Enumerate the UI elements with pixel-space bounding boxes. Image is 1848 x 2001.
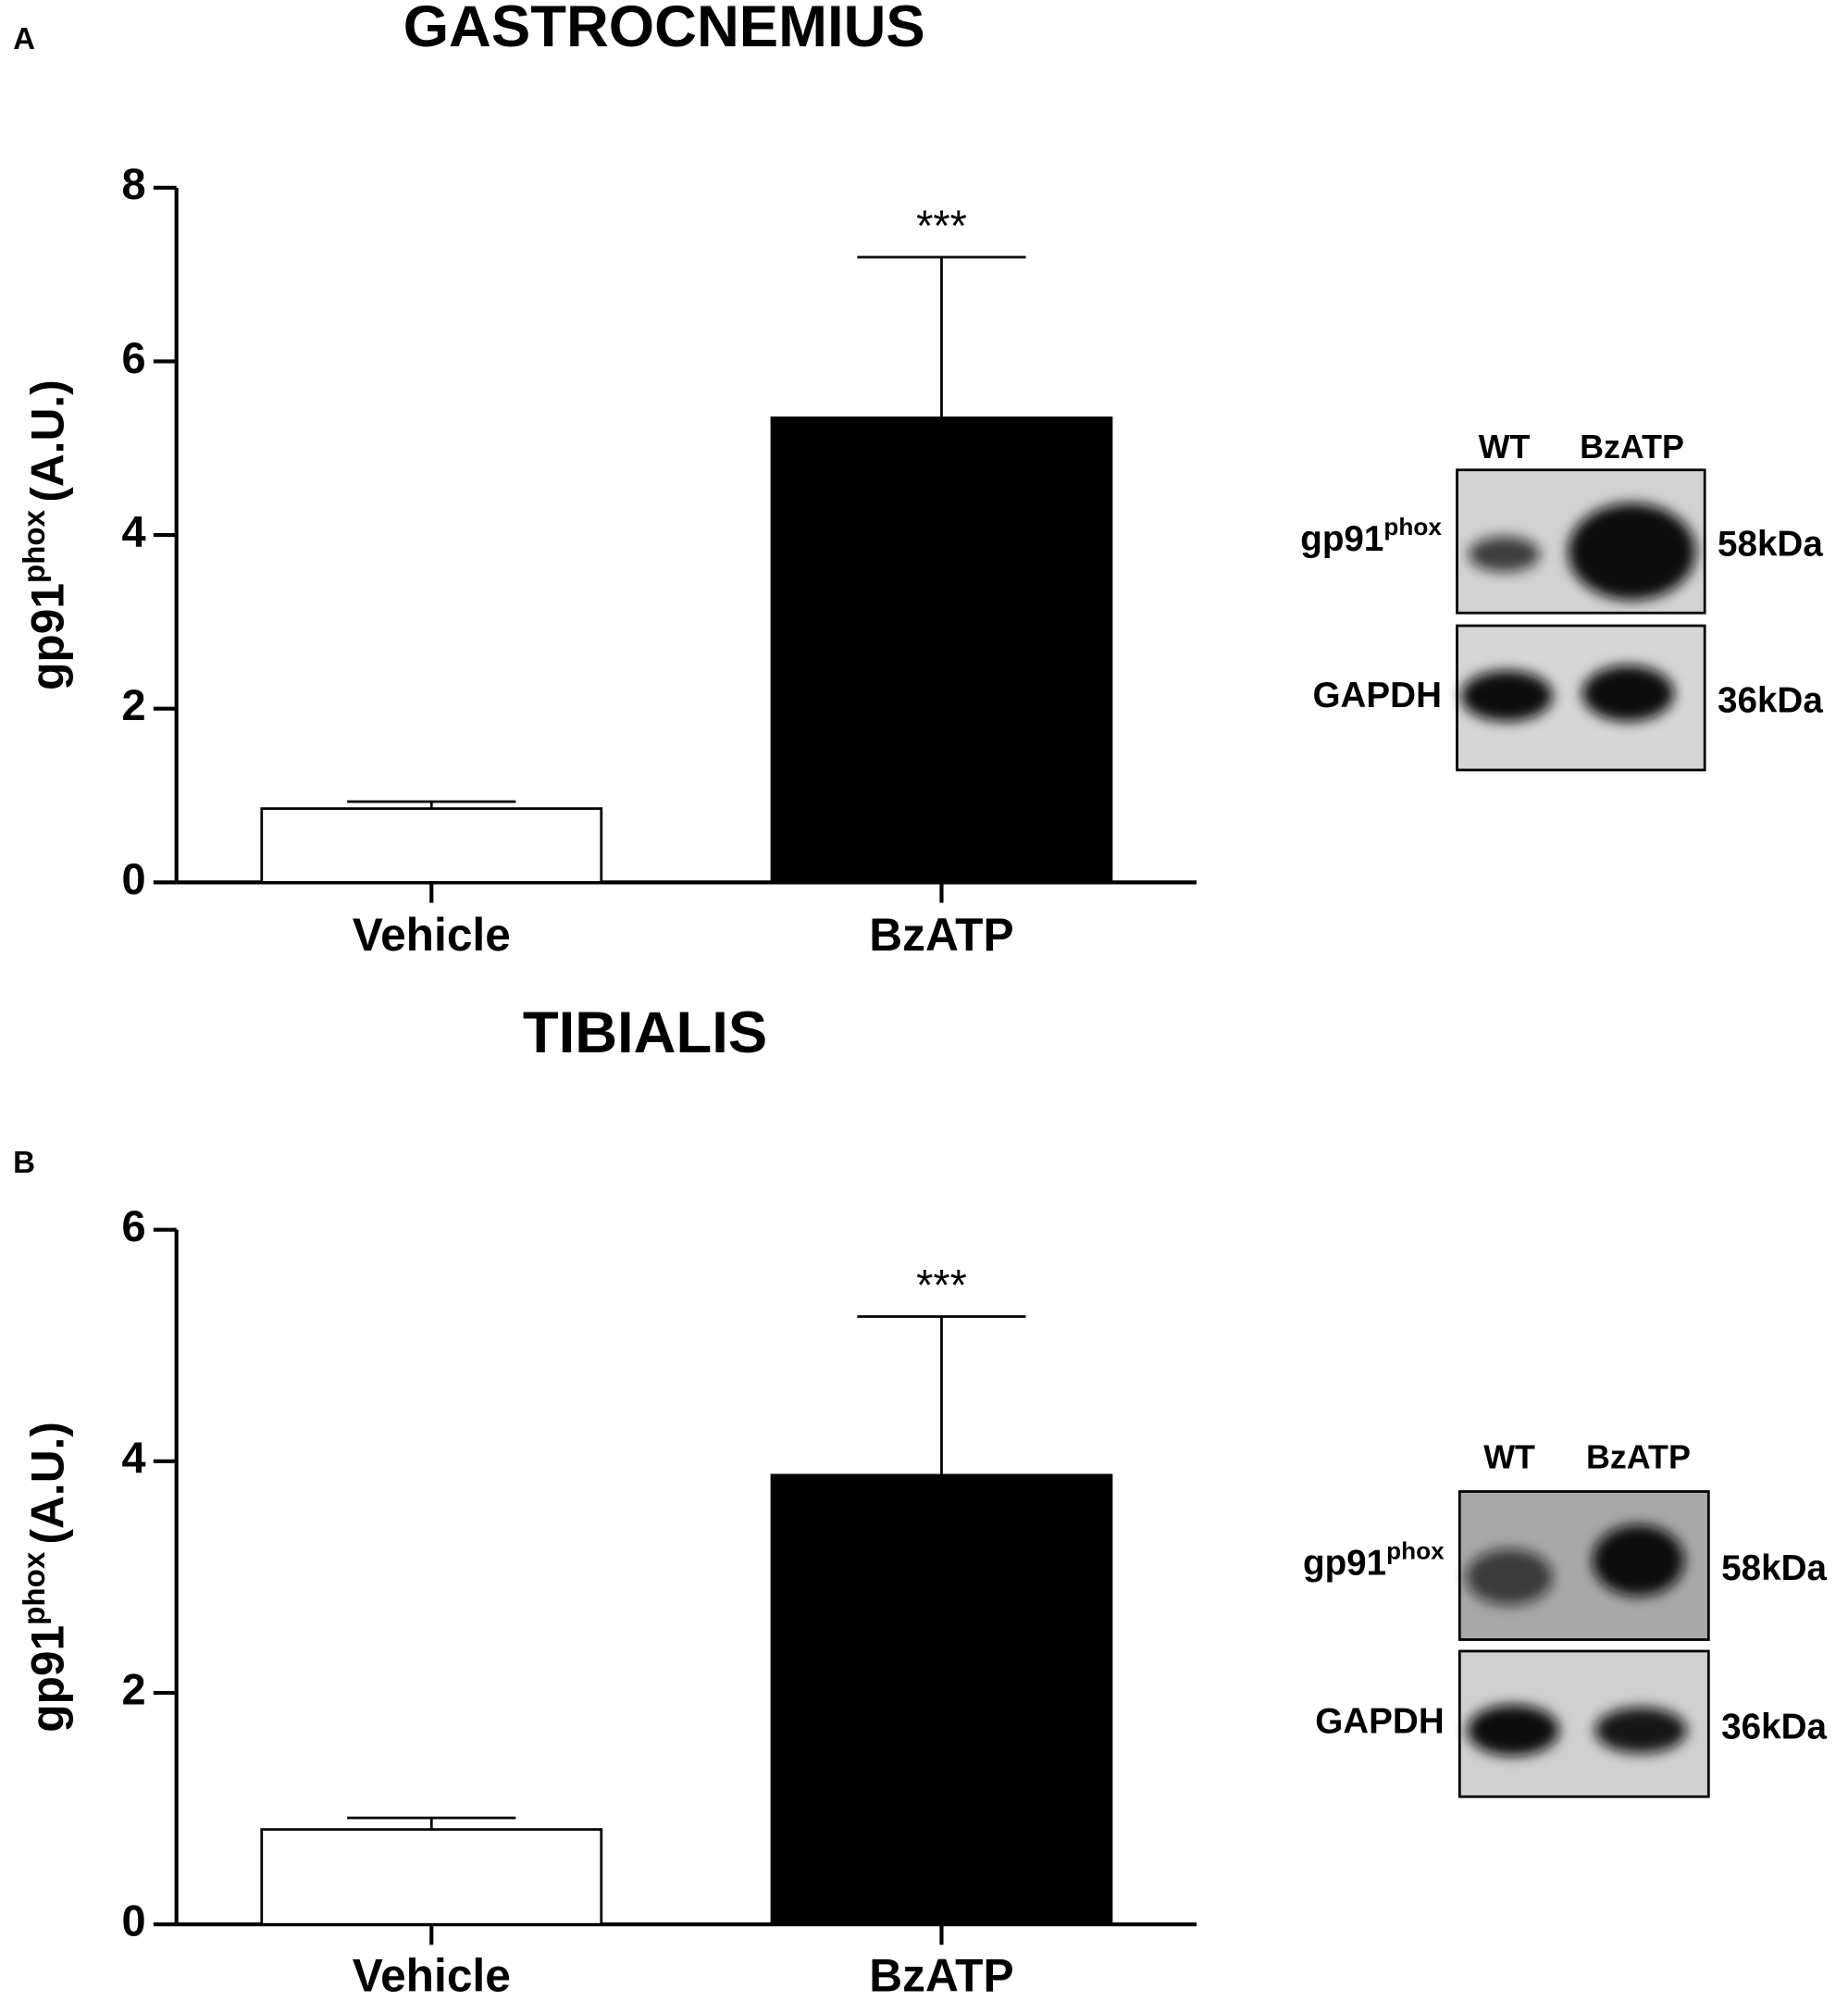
y-tick-label: 0	[121, 855, 145, 903]
y-tick-label: 2	[121, 1665, 145, 1713]
panel-label: A	[13, 22, 35, 56]
x-tick-label: Vehicle	[353, 909, 511, 961]
lane-label: BzATP	[1580, 429, 1684, 466]
band-name-main: gp91	[1303, 1544, 1386, 1584]
x-tick-label: Vehicle	[353, 1950, 511, 2001]
band-name: gp91phox	[1303, 1537, 1445, 1584]
band-size: 36kDa	[1718, 681, 1823, 721]
blot-band	[1594, 1707, 1687, 1754]
lane-label: WT	[1479, 429, 1531, 466]
band-name: GAPDH	[1315, 1702, 1445, 1742]
y-tick-label: 0	[121, 1897, 145, 1945]
y-tick-label: 4	[121, 1434, 145, 1482]
blot-band	[1581, 665, 1675, 722]
chart-title: TIBIALIS	[523, 1000, 767, 1065]
band-name: gp91phox	[1300, 513, 1442, 559]
band-size: 58kDa	[1721, 1548, 1827, 1588]
blot-band	[1568, 503, 1696, 601]
y-label-main: gp91	[22, 1625, 74, 1733]
y-axis-label: gp91phox (A.U.)	[18, 379, 74, 690]
y-tick-label: 6	[121, 1202, 145, 1250]
blot-band	[1466, 1548, 1554, 1606]
band-name-main: GAPDH	[1315, 1702, 1445, 1742]
chart-title: GASTROCNEMIUS	[403, 0, 925, 59]
blot-band	[1592, 1524, 1685, 1597]
blot-band	[1468, 536, 1541, 573]
y-tick-label: 8	[121, 160, 145, 208]
band-name-sup: phox	[1386, 1537, 1445, 1565]
x-tick-label: BzATP	[869, 909, 1013, 961]
band-name-main: GAPDH	[1312, 676, 1442, 715]
x-tick-label: BzATP	[869, 1950, 1013, 2001]
y-axis-label: gp91phox (A.U.)	[18, 1422, 74, 1733]
band-name-sup: phox	[1383, 513, 1442, 541]
y-tick-label: 2	[121, 681, 145, 729]
band-size: 58kDa	[1718, 525, 1823, 565]
y-label-unit: (A.U.)	[22, 1422, 74, 1544]
y-label-sup: phox	[18, 509, 52, 583]
bar	[260, 807, 603, 884]
significance: ***	[916, 1262, 967, 1310]
lane-label: BzATP	[1586, 1438, 1691, 1475]
bar	[770, 416, 1113, 884]
band-size: 36kDa	[1721, 1707, 1827, 1746]
y-tick-label: 4	[121, 507, 145, 555]
panel-label: B	[13, 1146, 35, 1180]
y-label-unit: (A.U.)	[22, 379, 74, 502]
y-tick-label: 6	[121, 334, 145, 382]
lane-label: WT	[1483, 1438, 1535, 1475]
y-label-sup: phox	[18, 1551, 52, 1625]
significance: ***	[916, 202, 967, 250]
blot-band	[1467, 1704, 1559, 1757]
y-label-main: gp91	[22, 583, 74, 690]
blot-band	[1460, 670, 1554, 722]
bar	[770, 1473, 1113, 1926]
band-name-main: gp91	[1300, 519, 1383, 559]
band-name: GAPDH	[1312, 676, 1442, 715]
bar	[260, 1828, 603, 1926]
